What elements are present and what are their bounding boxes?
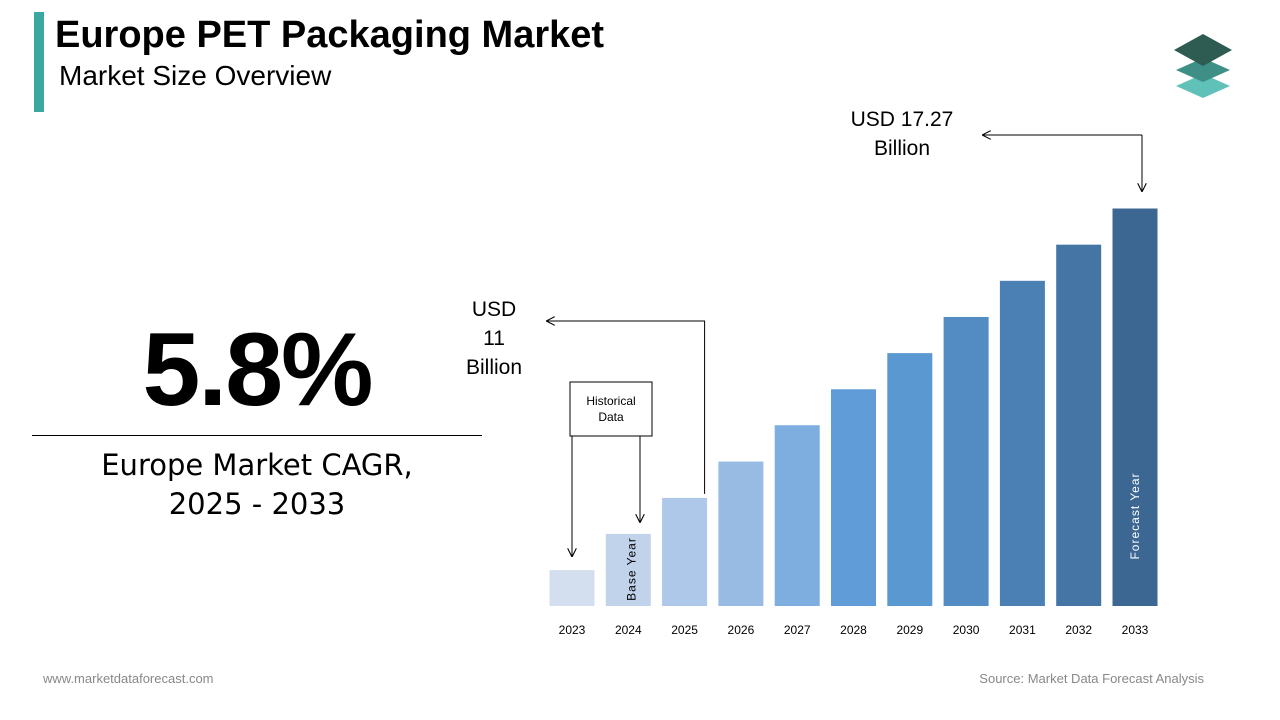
x-tick-label-2027: 2027 — [784, 623, 811, 637]
bar-2023 — [549, 570, 595, 606]
bar-2025 — [662, 497, 708, 606]
start-value-label-line3: Billion — [466, 356, 522, 379]
start-value-arrow — [547, 321, 706, 494]
x-tick-label-2026: 2026 — [728, 623, 755, 637]
bar-2028 — [831, 389, 876, 606]
cagr-value: 5.8% — [142, 312, 373, 428]
x-tick-label-2032: 2032 — [1065, 623, 1092, 637]
start-value-label-line2: 11 — [483, 327, 505, 350]
x-tick-label-2030: 2030 — [953, 623, 980, 637]
cagr-label-line1: Europe Market CAGR, — [101, 448, 413, 482]
x-tick-label-2025: 2025 — [671, 623, 698, 637]
bar-2024 — [605, 533, 651, 606]
x-tick-label-2029: 2029 — [896, 623, 923, 637]
bar-2031 — [999, 280, 1045, 606]
start-value-label-line1: USD — [472, 298, 516, 321]
cagr-divider — [32, 435, 482, 436]
x-axis-tick-labels: 2023 2024 2025 2026 2027 2028 2029 2030 2031 2032… — [559, 623, 1149, 637]
bar-2033 — [1112, 208, 1158, 606]
x-tick-label-2033: 2033 — [1122, 623, 1149, 637]
footer-source: Source: Market Data Forecast Analysis — [979, 671, 1204, 686]
chart-annotations: Historical Data USD 11 Billion USD 17.27 Billi… — [466, 108, 1142, 601]
cagr-label-line2: 2025 - 2033 — [168, 487, 346, 521]
base-year-label: Base Year — [624, 537, 638, 601]
page-title: Europe PET Packaging Market — [55, 14, 605, 56]
x-tick-label-2031: 2031 — [1009, 623, 1036, 637]
cagr-label: Europe Market CAGR, 2025 - 2033 — [32, 446, 482, 524]
footer-website: www.marketdataforecast.com — [43, 671, 214, 686]
historical-data-box — [569, 381, 653, 437]
page-subtitle: Market Size Overview — [59, 60, 332, 91]
historical-label-line1: Historical — [586, 394, 635, 408]
chart-bars — [549, 208, 1158, 607]
bar-2026 — [718, 461, 764, 606]
forecast-year-label: Forecast Year — [1128, 472, 1142, 559]
end-value-label-line2: Billion — [874, 137, 930, 160]
bar-2030 — [943, 316, 989, 606]
end-value-label-line1: USD 17.27 — [851, 108, 954, 131]
title-accent-bar — [34, 12, 44, 112]
x-tick-label-2024: 2024 — [615, 623, 642, 637]
x-tick-label-2023: 2023 — [559, 623, 586, 637]
stacked-layers-icon — [1174, 34, 1232, 98]
historical-label-line2: Data — [598, 410, 624, 424]
bar-2027 — [774, 425, 820, 606]
bar-2032 — [1056, 244, 1102, 607]
bar-2029 — [887, 353, 933, 606]
x-tick-label-2028: 2028 — [840, 623, 867, 637]
